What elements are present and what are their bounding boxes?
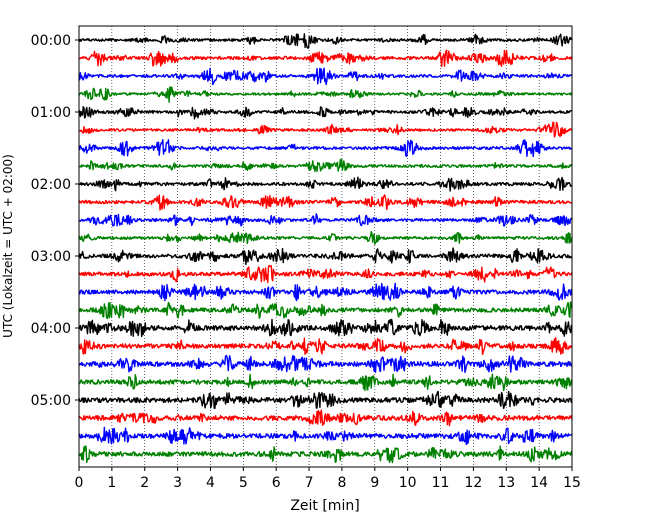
x-tick-label: 3 — [173, 475, 182, 491]
seismic-trace — [78, 264, 573, 284]
seismic-trace — [78, 158, 573, 173]
seismic-trace — [78, 67, 573, 86]
seismic-trace — [78, 318, 573, 338]
seismic-trace — [78, 373, 573, 392]
seismic-trace — [78, 49, 573, 68]
x-tick-label: 4 — [206, 475, 215, 491]
plot-frame — [78, 25, 573, 468]
x-tick-label: 0 — [75, 475, 84, 491]
y-tick-label: 03:00 — [31, 249, 71, 265]
seismic-trace — [78, 445, 573, 464]
x-tick-label: 7 — [305, 475, 314, 491]
y-axis-ticks: 00:00 01:00 02:00 03:00 04:00 05:00 — [31, 33, 79, 409]
y-tick-label: 02:00 — [31, 177, 71, 193]
seismic-trace — [78, 230, 573, 245]
seismic-trace — [78, 121, 573, 138]
x-tick-label: 11 — [432, 475, 450, 491]
plot-area — [79, 26, 572, 467]
y-tick-label: 00:00 — [31, 33, 71, 49]
x-tick-label: 8 — [337, 475, 346, 491]
y-axis-label: UTC (Lokalzeit = UTC + 02:00) — [1, 154, 15, 338]
x-tick-label: 15 — [563, 475, 581, 491]
y-tick-label: 01:00 — [31, 105, 71, 121]
seismic-trace — [78, 86, 573, 103]
seismic-trace — [78, 354, 573, 374]
y-tick-label: 04:00 — [31, 321, 71, 337]
x-axis-label: Zeit [min] — [290, 498, 359, 514]
x-tick-label: 12 — [464, 475, 482, 491]
seismic-trace — [78, 409, 573, 427]
seismic-trace — [78, 337, 573, 356]
x-tick-label: 13 — [497, 475, 515, 491]
seismic-trace — [78, 282, 573, 302]
seismic-trace — [78, 176, 573, 192]
x-tick-label: 2 — [140, 475, 149, 491]
x-tick-label: 1 — [107, 475, 116, 491]
seismic-trace — [78, 138, 573, 158]
seismic-trace — [78, 106, 573, 120]
seismic-trace — [78, 194, 573, 211]
trace-group — [78, 33, 573, 464]
x-tick-label: 9 — [370, 475, 379, 491]
seismic-trace — [78, 33, 573, 49]
x-tick-label: 6 — [272, 475, 281, 491]
x-tick-label: 10 — [399, 475, 417, 491]
seismic-trace — [78, 247, 573, 266]
x-tick-label: 14 — [530, 475, 548, 491]
x-axis-ticks: 0 1 2 3 4 5 6 7 8 9 10 11 12 13 14 15 — [75, 467, 581, 491]
seismic-trace — [78, 390, 573, 410]
seismic-trace — [78, 301, 573, 320]
x-tick-label: 5 — [239, 475, 248, 491]
seismic-trace — [78, 213, 573, 227]
y-tick-label: 05:00 — [31, 393, 71, 409]
seismic-trace — [78, 426, 573, 446]
